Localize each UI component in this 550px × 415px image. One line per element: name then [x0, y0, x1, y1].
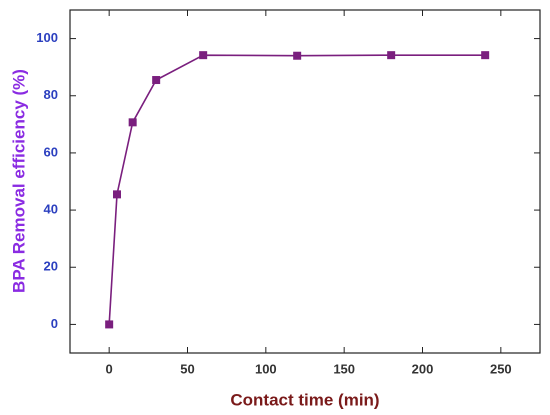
y-tick-label: 100: [36, 30, 58, 45]
x-tick-label: 150: [333, 361, 355, 376]
data-point: [481, 51, 490, 60]
y-axis-label: BPA Removal efficiency (%): [9, 69, 28, 293]
data-point: [293, 51, 302, 60]
y-tick-label: 60: [44, 144, 58, 159]
x-tick-label: 100: [255, 361, 277, 376]
plot-frame: [69, 9, 541, 354]
x-tick-label: 0: [106, 361, 113, 376]
y-tick-label: 0: [51, 316, 58, 331]
x-tick-label: 200: [412, 361, 434, 376]
data-point: [113, 190, 121, 199]
x-axis-label: Contact time (min): [230, 390, 379, 409]
x-tick-label: 50: [180, 361, 194, 376]
y-tick-label: 20: [44, 259, 58, 274]
data-line: [108, 54, 486, 325]
data-point: [128, 118, 137, 127]
y-tick-label: 40: [44, 202, 58, 217]
y-tick-label: 80: [44, 87, 58, 102]
data-point: [105, 320, 114, 329]
data-point: [152, 76, 161, 85]
data-point: [387, 51, 396, 60]
data-point: [199, 51, 208, 60]
x-tick-label: 250: [490, 361, 512, 376]
